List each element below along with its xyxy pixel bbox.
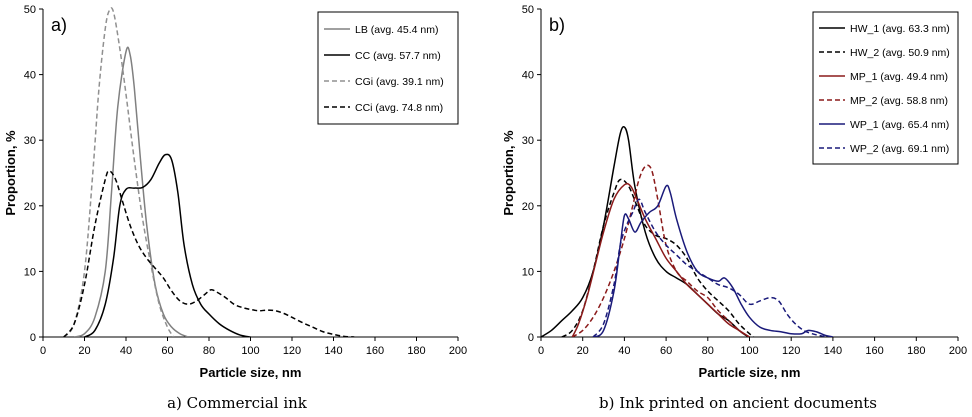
y-tick-label: 50	[24, 4, 36, 16]
y-tick-label: 40	[522, 70, 534, 82]
legend-entry-4: WP_1 (avg. 65.4 nm)	[850, 119, 949, 131]
series-line-4	[592, 184, 834, 337]
x-tick-label: 100	[740, 345, 758, 357]
chart-panel-a: 0 10 20 30 40 50 0 20 40 60 80 100 120 140 160 180 200 Pa…	[3, 4, 467, 412]
x-axis-title: Particle size, nm	[200, 365, 302, 380]
series-line-3	[63, 170, 355, 337]
x-tick-label: 140	[824, 345, 842, 357]
chart-panel-b: 0 10 20 30 40 50 0 20 40 60 80 100 120 140 160 180 200 Pa…	[501, 4, 967, 412]
x-tick-label: 140	[324, 345, 342, 357]
legend-box	[317, 11, 459, 125]
x-tick-label: 80	[203, 345, 215, 357]
x-tick-label: 0	[538, 345, 544, 357]
series-line-1	[84, 153, 251, 337]
x-tick-label: 120	[782, 345, 800, 357]
y-tick-label: 20	[24, 201, 36, 213]
legend-entry-3: MP_2 (avg. 58.8 nm)	[850, 95, 948, 107]
y-tick-label: 10	[24, 266, 36, 278]
x-tick-label: 180	[907, 345, 925, 357]
panel-label: b)	[549, 15, 565, 35]
y-tick-label: 0	[30, 332, 36, 344]
x-tick-label: 80	[702, 345, 714, 357]
x-tick-label: 160	[366, 345, 384, 357]
x-tick-label: 160	[865, 345, 883, 357]
x-tick-label: 120	[283, 345, 301, 357]
series-line-0	[73, 46, 189, 337]
x-tick-label: 20	[78, 345, 90, 357]
y-tick-label: 20	[522, 201, 534, 213]
y-tick-label: 30	[24, 135, 36, 147]
y-axis-title: Proportion, %	[501, 130, 516, 216]
x-tick-label: 0	[40, 345, 46, 357]
y-tick-label: 0	[528, 332, 534, 344]
x-tick-label: 200	[949, 345, 967, 357]
legend-box	[812, 11, 959, 165]
y-tick-label: 10	[522, 266, 534, 278]
legend-entry-2: CGi (avg. 39.1 nm)	[355, 76, 444, 88]
x-tick-label: 200	[449, 345, 467, 357]
panel-label: a)	[51, 15, 67, 35]
y-tick-label: 30	[522, 135, 534, 147]
x-tick-label: 60	[161, 345, 173, 357]
x-tick-label: 180	[407, 345, 425, 357]
x-tick-label: 40	[618, 345, 630, 357]
x-tick-label: 60	[660, 345, 672, 357]
x-axis-title: Particle size, nm	[699, 365, 801, 380]
figure-caption: b) Ink printed on ancient documents	[599, 394, 877, 412]
series-line-2	[571, 182, 750, 337]
figure-caption: a) Commercial ink	[167, 394, 308, 412]
series-line-3	[571, 164, 750, 337]
legend-entry-3: CCi (avg. 74.8 nm)	[355, 102, 443, 114]
legend-entry-0: LB (avg. 45.4 nm)	[355, 24, 438, 36]
x-tick-label: 40	[120, 345, 132, 357]
y-tick-label: 40	[24, 70, 36, 82]
x-tick-label: 20	[577, 345, 589, 357]
y-tick-label: 50	[522, 4, 534, 16]
legend-entry-5: WP_2 (avg. 69.1 nm)	[850, 143, 949, 155]
series-line-2	[63, 7, 175, 337]
legend-entry-0: HW_1 (avg. 63.3 nm)	[850, 23, 950, 35]
legend-entry-1: CC (avg. 57.7 nm)	[355, 50, 441, 62]
legend-entry-2: MP_1 (avg. 49.4 nm)	[850, 71, 948, 83]
y-axis-title: Proportion, %	[3, 130, 18, 216]
legend-entry-1: HW_2 (avg. 50.9 nm)	[850, 47, 950, 59]
series-line-5	[592, 198, 829, 337]
x-tick-label: 100	[241, 345, 259, 357]
